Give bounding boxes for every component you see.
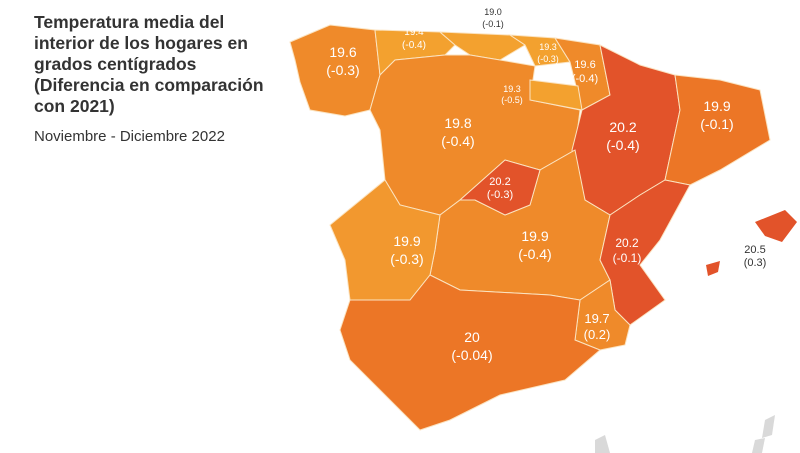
label-cataluna-value: 19.9 [703,98,730,114]
label-la-rioja-value: 19.3 [503,84,521,94]
region-labels: 19.6 (-0.3) 19.4 (-0.4) 19.0 (-0.1) 19.3… [326,7,766,363]
label-andalucia-diff: (-0.04) [451,347,492,363]
label-murcia-diff: (0.2) [584,327,611,342]
label-valencia-diff: (-0.1) [613,251,642,265]
map-title: Temperatura media del interior de los ho… [34,12,264,116]
label-extremadura-value: 19.9 [393,233,420,249]
label-asturias-value: 19.4 [404,27,424,38]
label-castilla-la-mancha-diff: (-0.4) [518,246,551,262]
label-madrid-diff: (-0.3) [487,189,513,201]
label-baleares-diff: (0.3) [744,257,767,269]
map-subtitle: Noviembre - Diciembre 2022 [34,128,225,145]
label-cantabria-value: 19.0 [484,7,502,17]
canary-islands [595,435,610,453]
label-valencia-value: 20.2 [615,236,639,250]
label-navarra-diff: (-0.4) [572,73,598,85]
region-ibiza [706,261,720,276]
canary-islands [752,438,765,453]
region-extremadura [329,179,441,301]
label-pais-vasco-diff: (-0.3) [537,54,559,64]
region-galicia [289,24,381,117]
region-madrid [458,159,541,216]
label-la-rioja-diff: (-0.5) [501,95,523,105]
label-aragon-diff: (-0.4) [606,137,639,153]
label-pais-vasco-value: 19.3 [539,42,557,52]
label-castilla-la-mancha-value: 19.9 [521,228,548,244]
label-galicia-value: 19.6 [329,44,356,60]
label-madrid-value: 20.2 [489,176,510,188]
label-galicia-diff: (-0.3) [326,62,359,78]
label-extremadura-diff: (-0.3) [390,251,423,267]
region-mallorca [755,210,797,242]
label-cantabria-diff: (-0.1) [482,19,504,29]
region-andalucia [339,274,601,431]
label-asturias-diff: (-0.4) [402,40,426,51]
label-andalucia-value: 20 [464,329,480,345]
region-cataluna [664,74,771,186]
label-castilla-leon-diff: (-0.4) [441,133,474,149]
label-navarra-value: 19.6 [574,59,595,71]
region-valencia [599,179,691,326]
label-murcia-value: 19.7 [584,311,609,326]
label-aragon-value: 20.2 [609,119,636,135]
label-cataluna-diff: (-0.1) [700,116,733,132]
label-baleares-value: 20.5 [744,244,765,256]
canary-islands [762,415,775,438]
label-castilla-leon-value: 19.8 [444,115,471,131]
region-pais-vasco [508,34,571,67]
